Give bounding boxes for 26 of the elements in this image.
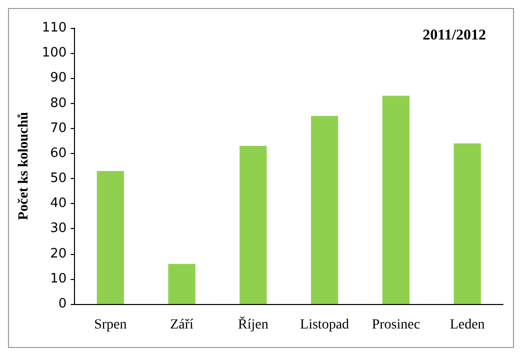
- x-tick-label: Prosinec: [372, 318, 420, 332]
- bar: [240, 146, 267, 304]
- bar: [96, 171, 124, 304]
- y-tick-label: 70: [50, 120, 67, 136]
- x-tick-label: Září: [170, 318, 194, 332]
- y-tick-label: 80: [50, 96, 67, 111]
- y-tick-label: 50: [50, 171, 67, 186]
- y-tick-label: 20: [50, 246, 67, 262]
- bar: [310, 116, 338, 304]
- bar: [168, 264, 196, 304]
- x-tick-label: Leden: [450, 318, 485, 332]
- y-tick-label: 100: [42, 46, 67, 61]
- x-tick-label: Listopad: [300, 318, 350, 332]
- y-tick-label: 0: [58, 296, 67, 312]
- x-tick-label: Říjen: [238, 316, 268, 332]
- y-tick-label: 30: [50, 221, 67, 236]
- y-tick-label: 90: [50, 70, 67, 86]
- y-tick-label: 60: [50, 146, 67, 161]
- y-tick-label: 110: [42, 20, 67, 36]
- x-tick-label: Srpen: [94, 318, 127, 332]
- y-axis-title: Počet ks kolouchů: [16, 112, 32, 220]
- bar: [454, 143, 481, 304]
- bar: [382, 96, 410, 304]
- y-tick-label: 40: [50, 196, 67, 212]
- y-tick-label: 10: [50, 271, 67, 286]
- chart-title: 2011/2012: [422, 28, 486, 44]
